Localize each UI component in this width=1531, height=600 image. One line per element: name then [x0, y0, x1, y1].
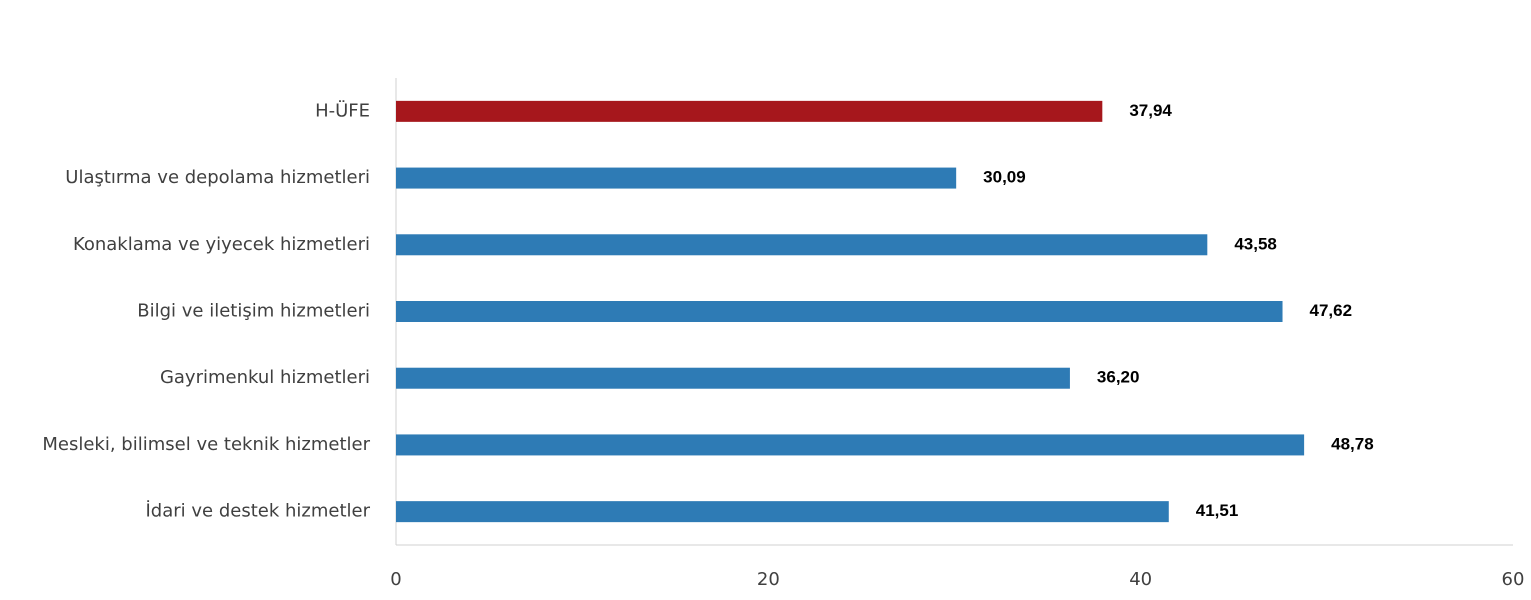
- value-label: 37,94: [1129, 101, 1172, 120]
- value-label: 36,20: [1097, 368, 1140, 387]
- category-label: Konaklama ve yiyecek hizmetleri: [73, 234, 370, 255]
- bar: [396, 501, 1169, 523]
- value-label: 30,09: [983, 168, 1026, 187]
- bar: [396, 301, 1283, 322]
- bar: [396, 434, 1305, 456]
- x-tick-label: 20: [757, 569, 780, 590]
- category-label: Mesleki, bilimsel ve teknik hizmetler: [42, 434, 370, 455]
- x-tick-label: 60: [1502, 569, 1525, 590]
- value-label: 47,62: [1310, 301, 1353, 320]
- value-label: 41,51: [1196, 501, 1239, 520]
- bar: [396, 167, 957, 189]
- category-label: Gayrimenkul hizmetleri: [160, 367, 370, 388]
- category-label: Bilgi ve iletişim hizmetleri: [137, 301, 370, 322]
- category-label: Ulaştırma ve depolama hizmetleri: [65, 167, 370, 188]
- x-tick-label: 0: [390, 569, 401, 590]
- bar: [396, 234, 1208, 256]
- x-tick-label: 40: [1129, 569, 1152, 590]
- category-label: H-ÜFE: [315, 99, 370, 121]
- category-label: İdari ve destek hizmetler: [146, 501, 371, 522]
- value-label: 43,58: [1234, 234, 1277, 253]
- value-label: 48,78: [1331, 434, 1374, 453]
- bar: [396, 100, 1103, 122]
- bar: [396, 367, 1070, 389]
